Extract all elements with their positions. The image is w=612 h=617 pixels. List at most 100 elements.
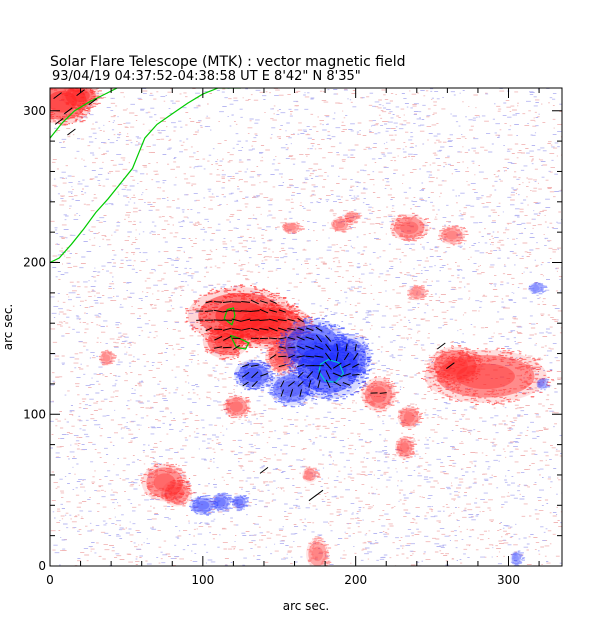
x-tick-label: 0 xyxy=(46,573,54,587)
y-tick-label: 200 xyxy=(23,256,46,270)
positive-region-body xyxy=(283,223,300,233)
negative-region-halo xyxy=(536,378,548,390)
positive-region-fringe xyxy=(307,537,332,566)
positive-region-core xyxy=(456,363,515,390)
positive-polarity-region-13 xyxy=(161,479,196,507)
negative-region-core xyxy=(337,345,360,368)
positive-region-body xyxy=(303,468,316,482)
negative-region-body xyxy=(273,374,310,403)
positive-polarity-region-11 xyxy=(281,221,305,234)
negative-region-fringe xyxy=(536,378,550,391)
positive-region-halo xyxy=(302,467,318,483)
positive-region-body xyxy=(146,467,183,498)
positive-region-core xyxy=(230,401,243,413)
positive-region-fringe xyxy=(344,211,363,224)
positive-region-core xyxy=(370,386,387,403)
x-tick-label: 200 xyxy=(344,573,367,587)
negative-region-halo xyxy=(528,282,544,294)
negative-region-fringe xyxy=(231,495,250,511)
positive-region-body xyxy=(441,227,463,243)
positive-region-fringe xyxy=(438,225,469,246)
x-tick-label: 100 xyxy=(191,573,214,587)
positive-region-core xyxy=(306,471,314,479)
y-tick-label: 100 xyxy=(23,407,46,421)
y-axis-label: arc sec. xyxy=(1,304,15,350)
chart-title: Solar Flare Telescope (MTK) : vector mag… xyxy=(50,54,406,70)
positive-region-core xyxy=(311,546,323,562)
negative-polarity-region-8 xyxy=(528,282,548,295)
positive-region-core xyxy=(399,221,419,234)
positive-region-core xyxy=(399,442,410,454)
positive-region-halo xyxy=(424,349,547,403)
negative-region-core xyxy=(539,381,545,387)
negative-region-core xyxy=(513,554,519,563)
negative-polarity-region-6 xyxy=(211,492,235,512)
positive-polarity-region-20 xyxy=(98,349,117,366)
positive-region-fringe xyxy=(161,479,196,507)
positive-polarity-region-12 xyxy=(140,462,191,502)
negative-polarity-region-4 xyxy=(234,359,276,391)
positive-region-core xyxy=(102,354,111,362)
positive-polarity-region-10 xyxy=(330,216,354,233)
negative-region-halo xyxy=(268,371,315,406)
positive-region-core xyxy=(442,356,468,375)
negative-region-fringe xyxy=(189,495,219,516)
field-vector-glyphs xyxy=(53,89,455,502)
negative-polarity-region-3 xyxy=(267,371,320,408)
positive-region-fringe xyxy=(140,462,191,502)
negative-region-fringe xyxy=(510,550,526,566)
positive-polarity-region-9 xyxy=(438,225,469,246)
positive-polarity-region-6 xyxy=(397,405,424,430)
positive-region-halo xyxy=(397,405,421,429)
positive-region-core xyxy=(403,411,415,423)
x-tick-labels: 0 100 200 300 xyxy=(46,573,520,587)
positive-region-halo xyxy=(395,436,415,460)
negative-region-body xyxy=(537,379,547,389)
x-tick-label: 300 xyxy=(497,573,520,587)
positive-polarity-region-8 xyxy=(390,212,432,242)
positive-region-fringe xyxy=(98,349,117,366)
positive-region-halo xyxy=(306,538,329,566)
negative-polarity-region-10 xyxy=(510,550,526,566)
positive-polarity-region-19 xyxy=(306,537,332,566)
positive-region-body xyxy=(100,352,113,365)
y-tick-label: 300 xyxy=(23,104,46,118)
positive-region-fringe xyxy=(222,395,252,419)
positive-region-halo xyxy=(223,395,250,419)
negative-region-core xyxy=(532,285,540,292)
positive-polarity-region-18 xyxy=(407,284,429,301)
negative-region-fringe xyxy=(234,359,276,391)
positive-region-core xyxy=(169,486,185,500)
contour-line-0 xyxy=(50,88,241,264)
positive-polarity-region-21 xyxy=(302,466,321,483)
positive-region-fringe xyxy=(427,345,486,386)
positive-polarity-region-14 xyxy=(222,395,252,419)
negative-region-core xyxy=(280,380,303,397)
positive-region-core xyxy=(347,214,355,220)
chart-subtitle: 93/04/19 04:37:52-04:38:58 UT E 8'42" N … xyxy=(52,69,361,84)
positive-polarity-region-22 xyxy=(343,211,363,224)
positive-region-fringe xyxy=(331,216,354,233)
positive-region-fringe xyxy=(360,376,400,413)
negative-region-body xyxy=(529,283,543,293)
positive-region-halo xyxy=(438,225,466,245)
positive-region-halo xyxy=(343,211,359,223)
positive-region-core xyxy=(286,224,297,231)
negative-region-fringe xyxy=(528,282,548,295)
positive-region-fringe xyxy=(281,221,305,234)
positive-region-halo xyxy=(281,221,302,234)
positive-region-fringe xyxy=(397,406,424,430)
positive-region-fringe xyxy=(204,322,251,361)
positive-region-fringe xyxy=(396,436,418,460)
negative-polarity-region-9 xyxy=(536,378,550,391)
plot-frame xyxy=(49,87,563,567)
positive-region-core xyxy=(153,473,176,492)
positive-polarity-region-1 xyxy=(229,302,320,351)
axis-ticks xyxy=(49,88,562,567)
positive-region-body xyxy=(332,218,349,231)
positive-polarity-region-3 xyxy=(421,347,554,406)
y-tick-label: 0 xyxy=(38,559,46,573)
plot-area: 0 100 200 300 0 100 200 300 xyxy=(23,87,563,587)
negative-polarity-region-7 xyxy=(231,494,250,511)
